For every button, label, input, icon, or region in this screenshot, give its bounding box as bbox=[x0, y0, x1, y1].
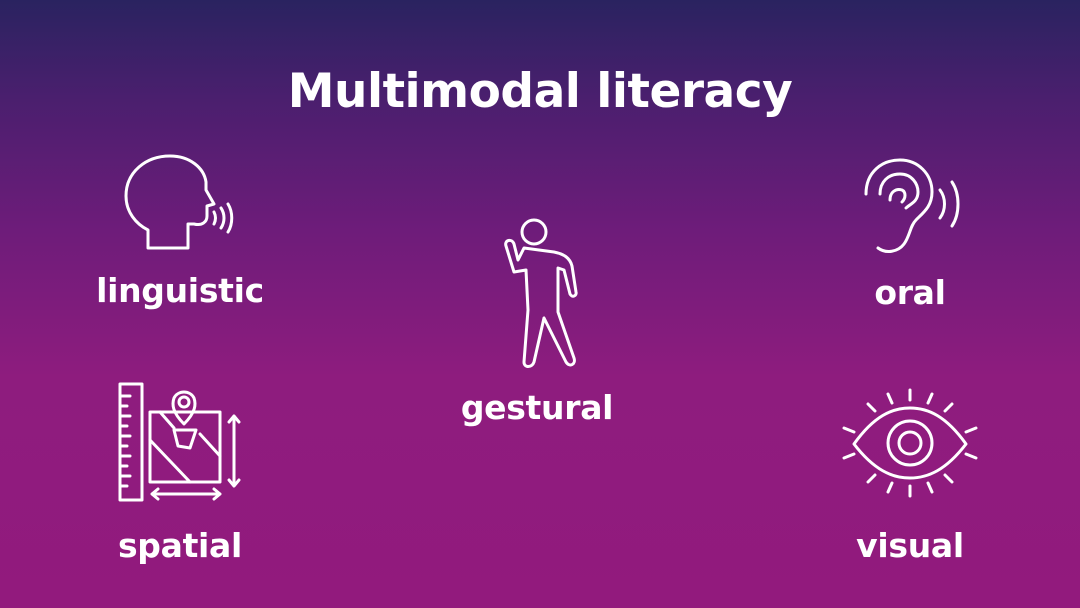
map-ruler-icon bbox=[118, 382, 241, 502]
speaking-head-icon bbox=[124, 154, 234, 250]
slide-title: Multimodal literacy bbox=[287, 64, 793, 119]
mode-label-oral: oral bbox=[874, 273, 946, 312]
mode-label-gestural: gestural bbox=[460, 388, 614, 427]
mode-label-linguistic: linguistic bbox=[96, 271, 264, 310]
radiating-eye-icon bbox=[842, 388, 978, 498]
gesturing-person-icon bbox=[504, 218, 578, 368]
mode-label-visual: visual bbox=[856, 526, 964, 565]
ear-sound-icon bbox=[864, 158, 960, 253]
mode-label-spatial: spatial bbox=[117, 526, 243, 565]
